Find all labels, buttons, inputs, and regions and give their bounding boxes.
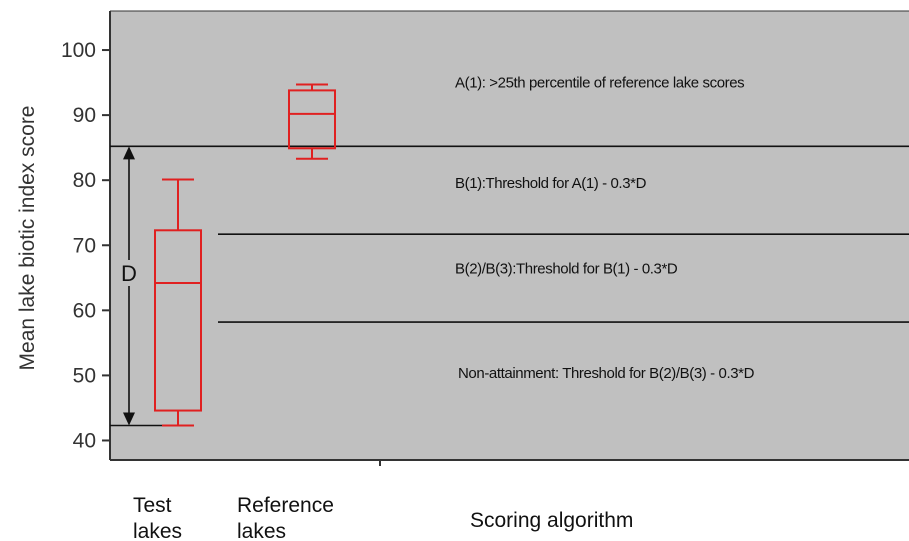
y-tick-label: 70 [73,234,96,257]
zone-label: B(2)/B(3):Threshold for B(1) - 0.3*D [455,261,678,278]
y-tick-label: 60 [73,299,96,322]
box-iqr [154,229,202,412]
category-label: Reference lakes [237,494,334,541]
box-iqr [288,89,336,150]
y-tick-label: 90 [73,104,96,127]
y-tick-label: 100 [61,39,96,62]
zone-label: A(1): >25th percentile of reference lake… [455,75,744,92]
d-label-bg [118,260,140,286]
plot-background [110,11,909,460]
y-axis-title: Mean lake biotic index score [16,106,39,371]
y-tick-label: 50 [73,364,96,387]
zone-label: B(1):Threshold for A(1) - 0.3*D [455,175,647,192]
d-arrow-head-up [123,146,135,160]
category-label: Test lakes [133,494,182,541]
x-axis-title: Scoring algorithm [470,509,633,532]
y-tick-label: 80 [73,169,96,192]
box-plot-reference-lakes [288,83,336,160]
zone-label: Non-attainment: Threshold for B(2)/B(3) … [458,365,755,382]
d-arrow-head-down [123,412,135,426]
box-plot-test-lakes [154,178,202,427]
y-tick-label: 40 [73,429,96,452]
d-label: D [121,261,137,286]
